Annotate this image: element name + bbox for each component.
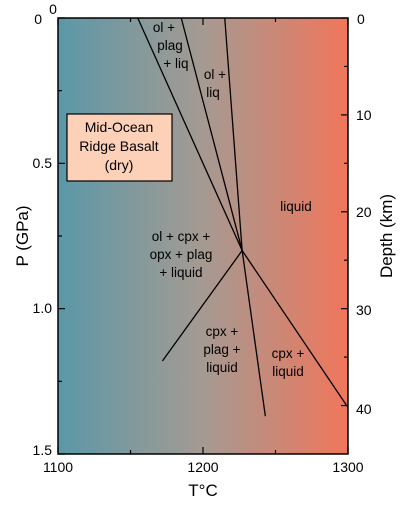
callout-box [66,113,173,182]
top-tick-label-left: 0 [49,1,57,17]
field-cpx-liquid-line-2: liquid [272,364,304,379]
callout-line-2: Ridge Basalt [79,138,158,154]
bottom-tick-label-1300: 1300 [332,459,363,475]
field-cpx-plag-liquid-line-1: cpx + [206,324,239,339]
left-tick-label-1: 0.5 [33,155,53,171]
x-axis-title: T°C [188,481,217,500]
phase-boundary-ol-out [224,17,243,251]
right-tick-label-40: 40 [356,401,372,417]
field-ol-cpx-opx-plag-liquid-line-1: ol + cpx + [152,229,211,244]
phase-boundary-liquidus-high-p [241,250,349,408]
field-ol-plag-liq-line-2: plag [157,38,183,53]
field-liquid: liquid [280,199,312,214]
field-ol-cpx-opx-plag-liquid-line-2: opx + plag [150,247,213,262]
field-ol-plag-liq-line-3: + liq [163,56,188,71]
plot-background [58,18,348,454]
right-tick-label-30: 30 [356,302,372,318]
field-ol-liq-line-2: liq [206,85,220,100]
right-tick-label-20: 20 [356,204,372,220]
left-tick-label-0: 0 [34,11,42,27]
phase-boundary-plag-out [137,17,243,251]
field-cpx-plag-liquid-line-2: plag + [203,342,240,357]
axis-ticks [57,17,349,455]
field-cpx-plag-liquid-line-3: liquid [206,360,238,375]
left-tick-label-2: 1.0 [33,300,53,316]
field-ol-liq-line-1: ol + [204,67,226,82]
callout-line-1: Mid-Ocean [85,119,153,135]
bottom-tick-label-1100: 1100 [43,459,73,475]
y-axis-title: P (GPa) [13,205,32,266]
right-tick-label-10: 10 [356,107,372,123]
phase-boundary-cpx-plag-boundary [241,250,266,417]
phase-boundaries [137,17,349,417]
callout-line-3: (dry) [105,157,134,173]
field-ol-plag-liq-line-1: ol + [153,20,175,35]
top-tick-label-right: 0 [357,11,365,27]
phase-boundary-plag-out-high-p [161,250,243,362]
field-cpx-liquid-line-1: cpx + [272,346,305,361]
bottom-tick-label-1200: 1200 [187,459,218,475]
right-axis-title: Depth (km) [377,194,396,278]
phase-boundary-ol-plag-liq-boundary [180,17,243,251]
left-tick-label-3: 1.5 [33,442,53,458]
field-ol-cpx-opx-plag-liquid-line-3: + liquid [159,265,202,280]
